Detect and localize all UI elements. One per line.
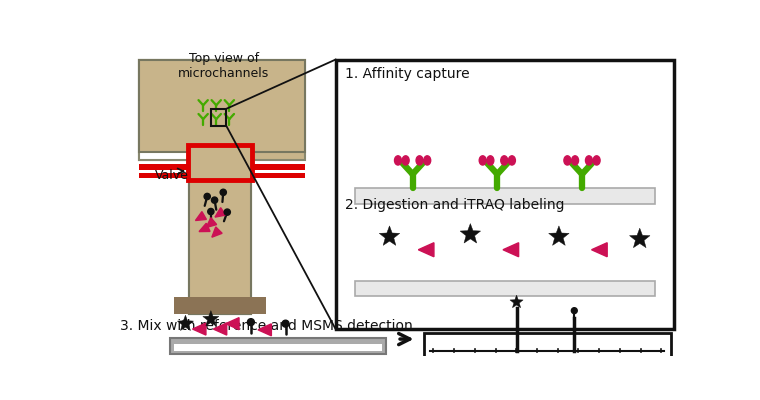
Bar	[139, 170, 189, 173]
Text: Top view of
microchannels: Top view of microchannels	[179, 52, 270, 80]
Circle shape	[282, 320, 289, 327]
Circle shape	[204, 193, 211, 200]
Ellipse shape	[508, 156, 515, 165]
Text: 3. Mix with reference and MSMS detection: 3. Mix with reference and MSMS detection	[120, 319, 413, 333]
Bar	[139, 164, 189, 178]
Circle shape	[211, 197, 217, 203]
Bar	[139, 60, 305, 314]
Ellipse shape	[585, 156, 592, 165]
Polygon shape	[195, 212, 207, 220]
Polygon shape	[510, 295, 523, 308]
Circle shape	[207, 208, 214, 215]
Text: 2. Digestion and iTRAQ labeling: 2. Digestion and iTRAQ labeling	[345, 198, 565, 212]
Bar	[188, 145, 252, 180]
Ellipse shape	[416, 156, 423, 165]
Bar	[174, 297, 266, 314]
Ellipse shape	[424, 156, 431, 165]
Ellipse shape	[487, 156, 494, 165]
Ellipse shape	[501, 156, 508, 165]
Polygon shape	[226, 318, 239, 330]
Polygon shape	[418, 243, 434, 257]
Bar	[174, 344, 382, 351]
Polygon shape	[503, 243, 518, 257]
Ellipse shape	[564, 156, 571, 165]
Circle shape	[248, 319, 255, 326]
Ellipse shape	[402, 156, 409, 165]
Polygon shape	[215, 208, 226, 217]
Ellipse shape	[480, 156, 486, 165]
Polygon shape	[199, 223, 210, 232]
Ellipse shape	[593, 156, 600, 165]
Polygon shape	[206, 218, 217, 228]
Bar	[170, 338, 385, 354]
Bar	[211, 109, 226, 126]
Bar	[336, 60, 674, 329]
Polygon shape	[203, 310, 219, 326]
Polygon shape	[591, 243, 607, 257]
Bar	[251, 170, 305, 173]
Polygon shape	[258, 324, 271, 336]
Polygon shape	[460, 224, 480, 243]
Circle shape	[572, 308, 578, 314]
Circle shape	[220, 189, 226, 196]
Polygon shape	[177, 315, 194, 330]
Ellipse shape	[394, 156, 401, 165]
Text: Valve: Valve	[154, 168, 188, 182]
Bar	[178, 297, 262, 314]
Ellipse shape	[572, 156, 578, 165]
Polygon shape	[629, 228, 650, 248]
Bar	[355, 188, 655, 204]
Bar	[139, 60, 305, 160]
Bar	[424, 333, 670, 360]
Bar	[139, 60, 189, 160]
Polygon shape	[214, 323, 226, 335]
Text: 1. Affinity capture: 1. Affinity capture	[345, 67, 470, 81]
Bar	[139, 60, 305, 152]
Bar	[251, 164, 305, 178]
Bar	[189, 152, 251, 314]
Polygon shape	[379, 226, 400, 245]
Polygon shape	[549, 226, 569, 245]
Bar	[189, 160, 251, 314]
Polygon shape	[212, 227, 222, 237]
Circle shape	[224, 209, 230, 215]
Polygon shape	[192, 323, 206, 335]
Bar	[355, 280, 655, 296]
Bar	[139, 60, 189, 160]
